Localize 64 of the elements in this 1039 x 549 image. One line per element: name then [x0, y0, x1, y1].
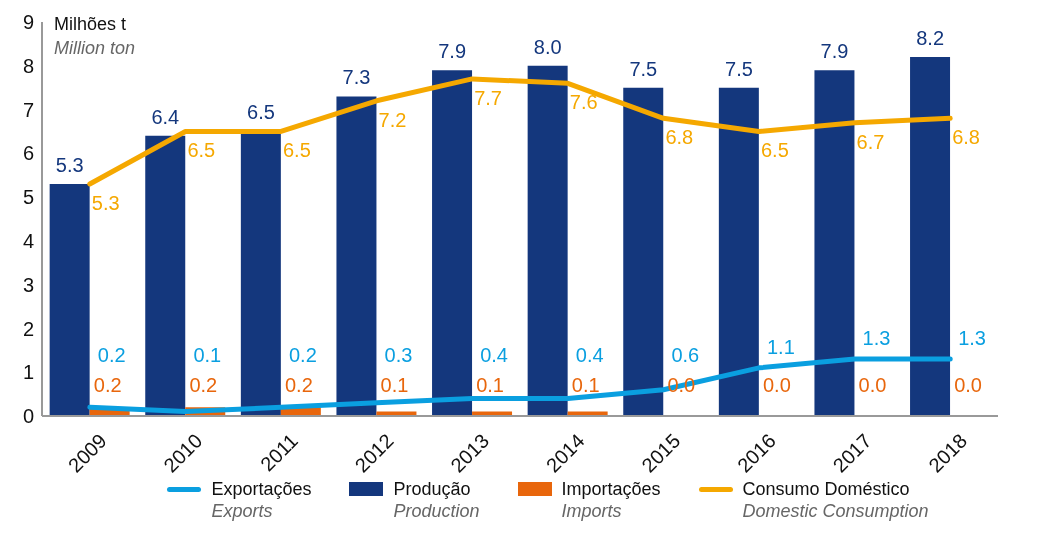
- data-label: 0.1: [380, 374, 409, 396]
- data-label: 0.0: [763, 374, 791, 396]
- bar: [814, 70, 855, 416]
- data-label: 8.2: [916, 27, 945, 50]
- y-tick-label: 0: [22, 405, 34, 428]
- data-label: 7.2: [378, 108, 407, 131]
- bar: [910, 57, 951, 416]
- data-label: 0.2: [189, 374, 218, 396]
- legend-label: Importações Imports: [561, 478, 661, 522]
- data-label: 0.1: [476, 374, 505, 396]
- data-label: 0.2: [97, 344, 126, 366]
- bar: [432, 70, 473, 416]
- data-label: 5.3: [91, 191, 120, 214]
- data-label: 6.4: [151, 105, 180, 128]
- bar: [527, 65, 568, 416]
- bar: [623, 87, 664, 416]
- data-label: 6.8: [952, 126, 981, 149]
- data-label: 0.4: [480, 344, 509, 366]
- legend-label: Consumo Doméstico Domestic Consumption: [742, 478, 929, 522]
- data-label: 1.3: [862, 327, 891, 350]
- data-label: 0.2: [289, 344, 317, 366]
- data-label: 6.5: [283, 139, 311, 162]
- data-label: 0.1: [193, 344, 222, 366]
- data-label: 6.7: [856, 130, 885, 153]
- y-tick-label: 4: [22, 229, 34, 252]
- data-label: 6.8: [665, 126, 694, 149]
- data-label: 0.2: [93, 374, 122, 396]
- data-label: 6.5: [187, 139, 216, 162]
- data-label: 0.3: [384, 344, 413, 366]
- bar: [718, 87, 759, 416]
- data-label: 7.6: [569, 91, 598, 114]
- legend-label: Produção Production: [393, 478, 480, 522]
- data-label: 0.6: [671, 344, 700, 366]
- legend-label: Exportações Exports: [211, 478, 312, 522]
- data-label: 6.5: [247, 101, 275, 124]
- y-tick-label: 8: [22, 54, 34, 77]
- data-label: 1.1: [767, 335, 795, 358]
- data-label: 8.0: [533, 35, 562, 58]
- data-label: 0.4: [575, 344, 604, 366]
- bar: [240, 131, 281, 416]
- y-tick-label: 3: [22, 273, 34, 296]
- y-tick-label: 9: [22, 11, 34, 34]
- data-label: 7.5: [725, 57, 753, 80]
- data-label: 0.0: [954, 374, 983, 396]
- data-label: 0.1: [571, 374, 600, 396]
- y-tick-label: 2: [22, 317, 34, 340]
- y-tick-label: 6: [22, 142, 34, 165]
- data-label: 6.5: [761, 139, 789, 162]
- y-tick-label: 1: [22, 361, 34, 384]
- bar: [336, 96, 377, 416]
- data-label: 0.0: [858, 374, 887, 396]
- data-label: 1.3: [958, 327, 987, 350]
- data-label: 5.3: [55, 153, 84, 176]
- y-axis-title: Milhões t Million ton: [54, 13, 136, 60]
- bar: [145, 135, 186, 416]
- data-label: 7.3: [342, 66, 371, 89]
- data-label: 7.7: [474, 86, 503, 109]
- data-label: 7.9: [438, 40, 467, 63]
- y-tick-label: 7: [22, 98, 34, 121]
- y-tick-label: 5: [22, 186, 34, 209]
- bar: [49, 183, 90, 416]
- data-label: 7.5: [629, 57, 658, 80]
- data-label: 0.2: [285, 374, 313, 396]
- data-label: 7.9: [820, 40, 849, 63]
